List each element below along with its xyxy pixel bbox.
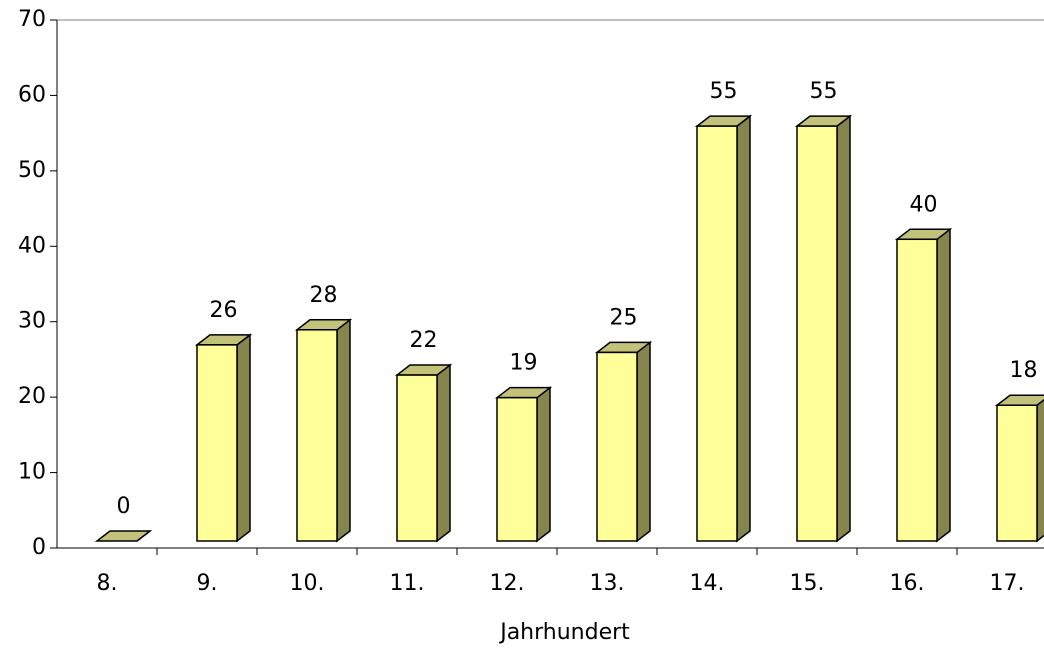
value-label: 26 — [210, 298, 238, 323]
x-tick-label: 16. — [890, 571, 925, 596]
bar-front — [696, 125, 738, 542]
y-tick-label: 0 — [32, 535, 46, 560]
x-tick-label: 8. — [97, 571, 118, 596]
x-tick-label: 9. — [197, 571, 218, 596]
y-tick-label: 10 — [18, 460, 46, 485]
x-tick-label: 11. — [390, 571, 425, 596]
value-label: 25 — [610, 305, 638, 330]
value-label: 22 — [410, 328, 438, 353]
bar-side — [236, 333, 251, 543]
value-label: 55 — [810, 79, 838, 104]
bar-front — [596, 351, 638, 542]
y-tick-label: 50 — [18, 158, 46, 183]
bar-front — [496, 396, 538, 542]
bar — [794, 114, 853, 543]
bar-front — [296, 329, 338, 542]
bar-front — [896, 238, 938, 542]
bar — [894, 227, 953, 543]
bar — [494, 386, 553, 543]
bar — [94, 530, 153, 542]
y-tick-label: 20 — [18, 384, 46, 409]
x-tick-label: 10. — [290, 571, 325, 596]
y-tick-label: 70 — [18, 7, 46, 32]
y-tick-label: 30 — [18, 309, 46, 334]
x-tick-label: 17. — [990, 571, 1025, 596]
bar — [294, 318, 353, 543]
y-tick-label: 60 — [18, 82, 46, 107]
bar-front — [796, 125, 838, 542]
bar — [694, 114, 753, 543]
bar — [994, 394, 1044, 543]
x-tick-label: 15. — [790, 571, 825, 596]
bar-side — [336, 318, 351, 543]
x-axis-label: Jahrhundert — [498, 620, 630, 645]
bar — [394, 363, 453, 543]
bar-side — [536, 386, 551, 543]
bar-side — [436, 363, 451, 543]
bar — [594, 340, 653, 543]
value-label: 19 — [510, 351, 538, 376]
value-label: 18 — [1010, 358, 1038, 383]
bar-front — [396, 374, 438, 542]
bar-side — [736, 114, 751, 543]
bar-top — [994, 394, 1044, 406]
bar-top — [94, 530, 153, 542]
y-tick-label: 40 — [18, 233, 46, 258]
bar-side — [1036, 398, 1044, 543]
bar-front — [196, 344, 238, 542]
x-tick-label: 13. — [590, 571, 625, 596]
x-tick-label: 12. — [490, 571, 525, 596]
value-label: 0 — [117, 494, 131, 519]
bar-side — [836, 114, 851, 543]
value-label: 40 — [910, 192, 938, 217]
value-label: 55 — [710, 79, 738, 104]
bar-side — [636, 340, 651, 543]
value-label: 28 — [310, 283, 338, 308]
x-tick-label: 14. — [690, 571, 725, 596]
bar — [194, 333, 253, 543]
bar-front — [996, 404, 1038, 542]
bar-side — [936, 227, 951, 543]
